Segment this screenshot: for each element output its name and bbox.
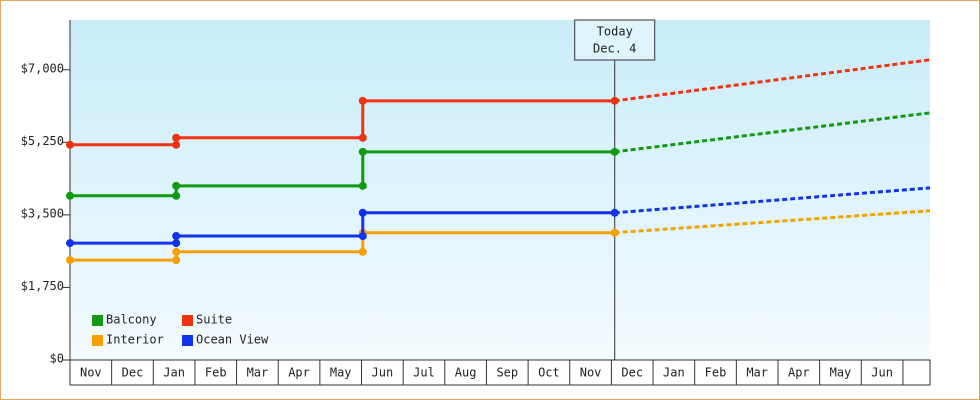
legend-swatch (92, 335, 103, 346)
y-tick-label: $1,750 (21, 279, 64, 293)
x-tick-label: Jan (163, 366, 185, 380)
y-tick-label: $0 (50, 352, 64, 366)
x-tick-label: Nov (580, 366, 602, 380)
x-tick-label: Dec (122, 366, 144, 380)
point (66, 256, 74, 265)
series-line (70, 211, 615, 245)
x-tick-label: Jun (871, 366, 893, 380)
series-line (70, 99, 615, 147)
point (66, 239, 74, 248)
series-line (70, 231, 615, 262)
today-label: Today (597, 25, 633, 39)
x-tick-label: Jun (372, 366, 394, 380)
point (610, 96, 619, 105)
x-tick-label: Oct (538, 366, 560, 380)
point (172, 232, 181, 241)
plot-area (70, 20, 930, 360)
x-tick-label: May (830, 366, 852, 380)
x-tick-label: May (330, 366, 352, 380)
legend-swatch (182, 335, 193, 346)
x-tick-label: Apr (288, 366, 310, 380)
point (172, 140, 181, 149)
point (358, 247, 367, 256)
x-axis-band (69, 359, 931, 386)
x-tick-label: Mar (746, 366, 768, 380)
legend-label: Balcony (106, 313, 157, 327)
x-tick-label: Nov (80, 366, 102, 380)
today-box (574, 19, 656, 61)
point (358, 96, 367, 105)
x-tick-label: Jul (413, 366, 435, 380)
today-label: Dec. 4 (593, 42, 636, 56)
projection-line (614, 186, 931, 215)
projection-line (614, 111, 931, 154)
point (66, 140, 74, 149)
legend-label: Interior (106, 333, 164, 347)
point (358, 147, 367, 156)
point (358, 208, 367, 217)
x-tick-label: Dec (621, 366, 643, 380)
projection-line (614, 209, 931, 235)
x-tick-label: Feb (705, 366, 727, 380)
point (358, 133, 367, 142)
point (172, 181, 181, 190)
point (66, 191, 74, 200)
x-tick-label: Apr (788, 366, 810, 380)
x-tick-label: Jan (663, 366, 685, 380)
point (172, 247, 181, 256)
y-tick-label: $5,250 (21, 134, 64, 148)
x-tick-label: Mar (247, 366, 269, 380)
point (610, 208, 619, 217)
point (610, 228, 619, 237)
x-tick-label: Feb (205, 366, 227, 380)
y-tick-label: $3,500 (21, 206, 64, 220)
projection-line (614, 58, 931, 103)
point (358, 232, 367, 241)
point (172, 256, 181, 265)
point (610, 147, 619, 156)
point (172, 239, 181, 248)
point (172, 133, 181, 142)
x-tick-label: Sep (496, 366, 518, 380)
legend-swatch (92, 315, 103, 326)
legend-label: Suite (196, 313, 232, 327)
y-tick-label: $7,000 (21, 61, 64, 75)
legend-label: Ocean View (196, 333, 269, 347)
x-tick-label: Aug (455, 366, 477, 380)
point (172, 191, 181, 200)
series-line (70, 150, 615, 198)
legend-swatch (182, 315, 193, 326)
point (358, 181, 367, 190)
